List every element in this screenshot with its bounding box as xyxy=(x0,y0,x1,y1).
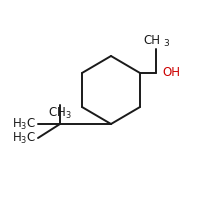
Text: $\mathregular{H_3C}$: $\mathregular{H_3C}$ xyxy=(12,130,36,146)
Text: CH: CH xyxy=(144,33,160,46)
Text: 3: 3 xyxy=(163,39,169,48)
Text: OH: OH xyxy=(162,66,180,79)
Text: $\mathregular{CH_3}$: $\mathregular{CH_3}$ xyxy=(48,106,72,121)
Text: $\mathregular{H_3C}$: $\mathregular{H_3C}$ xyxy=(12,116,36,132)
